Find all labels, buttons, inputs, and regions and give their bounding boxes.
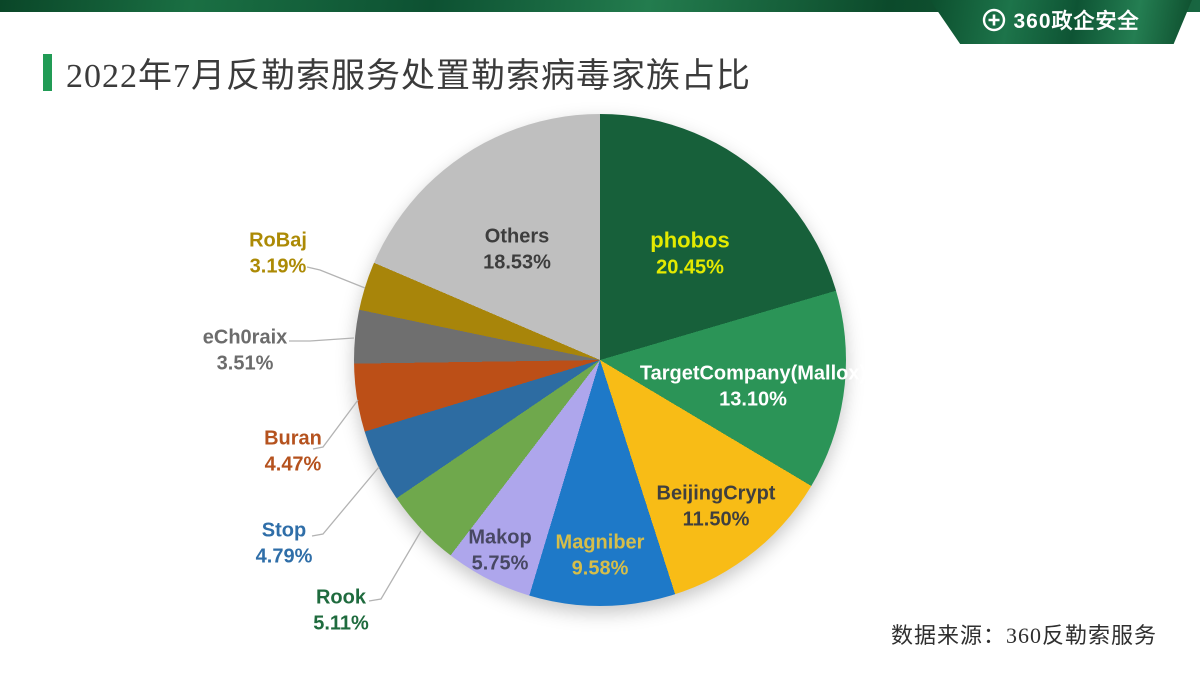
slice-name: Magniber xyxy=(555,531,645,554)
slice-value: 18.53% xyxy=(483,252,551,274)
leader-line-rook xyxy=(368,530,422,602)
pie-label-targetcompany: TargetCompany(Mallox) 13.10% xyxy=(640,361,866,414)
slice-name: eCh0raix xyxy=(202,326,288,349)
pie-label-buran: Buran 4.47% xyxy=(264,426,322,479)
pie-label-stop: Stop 4.79% xyxy=(256,518,313,571)
header-green-strip xyxy=(0,0,1200,12)
brand-banner: 360政企安全 xyxy=(930,0,1192,44)
pie-label-makop: Makop 5.75% xyxy=(468,525,531,578)
slice-value: 4.79% xyxy=(255,546,313,568)
slice-value: 13.10% xyxy=(719,389,787,411)
slice-name: Stop xyxy=(261,519,307,542)
slice-name: Others xyxy=(484,225,550,248)
slice-name: BeijingCrypt xyxy=(656,482,776,505)
pie-label-ech0raix: eCh0raix 3.51% xyxy=(203,325,288,378)
title-accent-bar xyxy=(43,54,52,91)
slice-name: RoBaj xyxy=(249,229,307,252)
slice-name: phobos xyxy=(650,227,730,253)
slice-value: 3.19% xyxy=(249,256,307,278)
pie-label-phobos: phobos 20.45% xyxy=(650,225,729,280)
leader-line-ech0raix xyxy=(289,337,355,342)
leader-line-stop xyxy=(311,466,380,537)
slice-value: 4.47% xyxy=(264,454,322,476)
pie-label-others: Others 18.53% xyxy=(483,224,551,277)
circle-plus-icon xyxy=(982,8,1006,32)
data-source-note: 数据来源：360反勒索服务 xyxy=(890,623,1157,648)
brand-logo-text: 360政企安全 xyxy=(1013,10,1140,33)
slice-value: 11.50% xyxy=(682,509,750,531)
slice-name: Makop xyxy=(468,526,532,549)
page-title: 2022年7月反勒索服务处置勒索病毒家族占比 xyxy=(66,58,751,95)
slice-name: Buran xyxy=(264,427,322,450)
slice-value: 5.11% xyxy=(313,613,369,635)
slice-name: TargetCompany(Mallox) xyxy=(639,362,867,385)
slice-value: 20.45% xyxy=(656,256,724,279)
pie-chart xyxy=(354,114,846,606)
title-row: 2022年7月反勒索服务处置勒索病毒家族占比 xyxy=(43,48,751,97)
slice-value: 3.51% xyxy=(216,353,274,375)
pie-label-rook: Rook 5.11% xyxy=(313,585,369,638)
pie-label-magniber: Magniber 9.58% xyxy=(556,530,645,583)
slice-value: 9.58% xyxy=(571,558,629,580)
pie-label-beijingcrypt: BeijingCrypt 11.50% xyxy=(657,481,776,534)
slice-value: 5.75% xyxy=(471,553,529,575)
leader-line-robaj xyxy=(306,266,366,289)
slice-name: Rook xyxy=(315,586,366,609)
pie-label-robaj: RoBaj 3.19% xyxy=(249,228,307,281)
